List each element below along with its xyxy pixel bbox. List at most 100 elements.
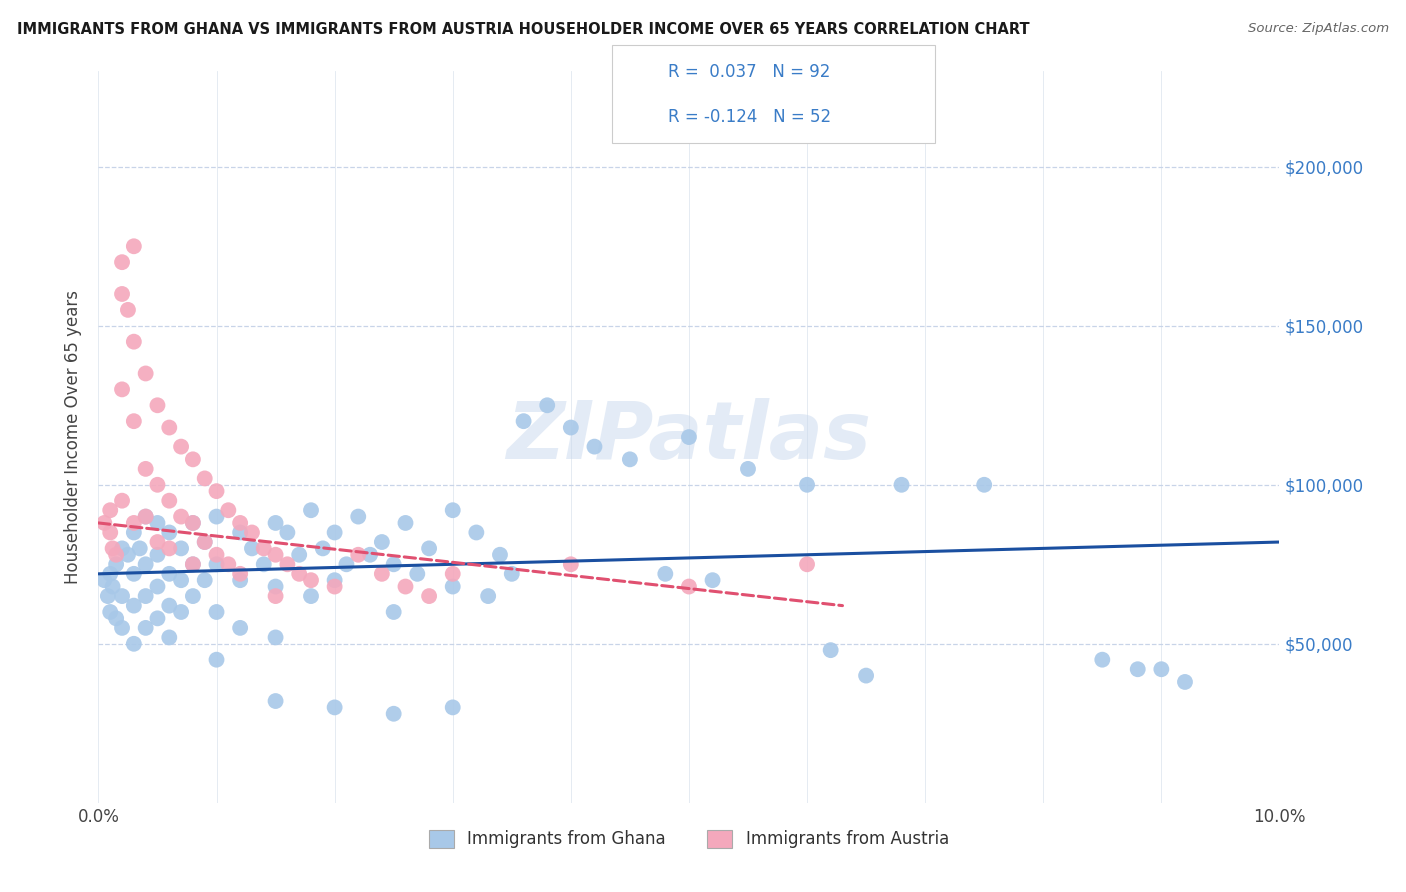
Point [122, 599, 145, 613]
Point [122, 334, 145, 349]
Point [122, 637, 145, 651]
Point [135, 589, 157, 603]
Point [702, 573, 724, 587]
Point [157, 525, 180, 540]
Point [973, 477, 995, 491]
Point [217, 558, 239, 572]
Point [299, 573, 322, 587]
Point [111, 383, 134, 397]
Point [146, 516, 169, 530]
Point [382, 558, 405, 572]
Point [264, 631, 287, 645]
Point [394, 580, 416, 594]
Point [205, 548, 228, 562]
Point [560, 420, 582, 434]
Point [1126, 662, 1149, 676]
Point [654, 566, 676, 581]
Point [465, 525, 488, 540]
Point [619, 452, 641, 467]
Point [323, 580, 346, 594]
Point [146, 580, 169, 594]
Text: Source: ZipAtlas.com: Source: ZipAtlas.com [1249, 22, 1389, 36]
Point [170, 573, 193, 587]
Point [157, 420, 180, 434]
Point [93, 573, 115, 587]
Point [97, 589, 120, 603]
Point [299, 503, 322, 517]
Point [253, 558, 276, 572]
Point [135, 621, 157, 635]
Point [135, 558, 157, 572]
Point [737, 462, 759, 476]
Point [536, 398, 558, 412]
Point [371, 535, 394, 549]
Point [122, 516, 145, 530]
Point [276, 525, 298, 540]
Point [264, 548, 287, 562]
Point [122, 525, 145, 540]
Point [477, 589, 499, 603]
Point [128, 541, 150, 556]
Text: IMMIGRANTS FROM GHANA VS IMMIGRANTS FROM AUSTRIA HOUSEHOLDER INCOME OVER 65 YEAR: IMMIGRANTS FROM GHANA VS IMMIGRANTS FROM… [17, 22, 1029, 37]
Point [146, 477, 169, 491]
Point [181, 558, 204, 572]
Point [170, 509, 193, 524]
Point [394, 516, 416, 530]
Point [194, 535, 217, 549]
Point [347, 509, 370, 524]
Point [157, 631, 180, 645]
Point [418, 589, 440, 603]
Point [135, 509, 157, 524]
Point [122, 239, 145, 253]
Point [98, 525, 121, 540]
Point [111, 589, 134, 603]
Point [181, 516, 204, 530]
Point [205, 605, 228, 619]
Text: R =  0.037   N = 92: R = 0.037 N = 92 [668, 63, 830, 81]
Point [157, 599, 180, 613]
Point [335, 558, 357, 572]
Point [441, 700, 464, 714]
Point [678, 580, 700, 594]
Point [299, 589, 322, 603]
Point [105, 611, 128, 625]
Point [288, 566, 311, 581]
Point [312, 541, 335, 556]
Point [111, 541, 134, 556]
Point [406, 566, 429, 581]
Point [796, 558, 818, 572]
Point [418, 541, 440, 556]
Point [1091, 653, 1114, 667]
Point [855, 668, 877, 682]
Point [117, 548, 139, 562]
Point [371, 566, 394, 581]
Point [135, 462, 157, 476]
Point [194, 535, 217, 549]
Point [229, 621, 252, 635]
Point [93, 516, 115, 530]
Point [157, 541, 180, 556]
Point [98, 503, 121, 517]
Point [217, 503, 239, 517]
Point [229, 516, 252, 530]
Point [135, 509, 157, 524]
Point [796, 477, 818, 491]
Point [1174, 675, 1197, 690]
Point [146, 398, 169, 412]
Point [170, 605, 193, 619]
Point [441, 566, 464, 581]
Text: ZIPatlas: ZIPatlas [506, 398, 872, 476]
Point [323, 525, 346, 540]
Point [135, 367, 157, 381]
Point [170, 440, 193, 454]
Point [489, 548, 512, 562]
Point [111, 287, 134, 301]
Point [240, 525, 263, 540]
Point [253, 541, 276, 556]
Point [501, 566, 523, 581]
Point [146, 611, 169, 625]
Point [157, 493, 180, 508]
Point [101, 580, 124, 594]
Point [264, 516, 287, 530]
Point [347, 548, 370, 562]
